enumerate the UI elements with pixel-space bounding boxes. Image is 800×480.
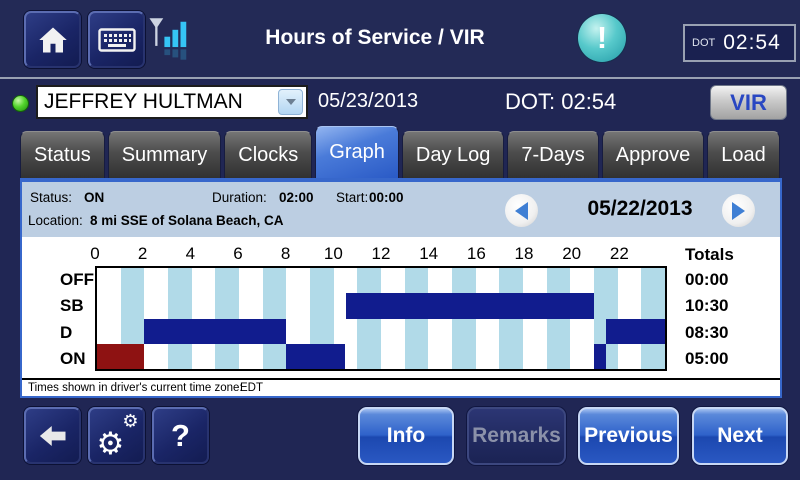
- content-panel: Status: ON Duration: 02:00 Start: 00:00 …: [20, 178, 782, 398]
- keyboard-button[interactable]: [88, 11, 145, 68]
- timezone-value: EDT: [240, 382, 263, 394]
- location-label: Location:: [28, 213, 83, 228]
- duty-segment-on[interactable]: [97, 343, 145, 369]
- help-button[interactable]: ?: [152, 407, 209, 464]
- row-label-d: D: [60, 322, 73, 342]
- gear-icon: ⚙ ⚙: [96, 410, 139, 462]
- total-sb: 10:30: [685, 296, 729, 316]
- x-axis-labels: 0 2 4 6 8 10 12 14 16 18 20 22: [90, 244, 667, 263]
- status-led: [12, 95, 29, 112]
- driver-row: JEFFREY HULTMAN 05/23/2013 DOT: 02:54 VI…: [0, 81, 800, 125]
- total-d: 08:30: [685, 322, 729, 342]
- graph-separator: [22, 378, 780, 380]
- duty-segment-d[interactable]: [144, 318, 287, 344]
- signal-strength-icon: [148, 16, 190, 67]
- tab-bar: Status Summary Clocks Graph Day Log 7-Days App…: [20, 126, 780, 178]
- remarks-button[interactable]: Remarks: [467, 407, 566, 465]
- x-tick-label: 16: [466, 244, 486, 263]
- x-tick-label: 12: [371, 244, 391, 263]
- dot-time-text: DOT: 02:54: [505, 89, 617, 114]
- x-tick-label: 10: [323, 244, 343, 263]
- arrow-left-icon: [515, 201, 528, 220]
- start-value: 00:00: [369, 190, 404, 205]
- tab-load[interactable]: Load: [707, 131, 780, 178]
- previous-day-button[interactable]: [505, 194, 538, 227]
- question-mark-icon: ?: [171, 417, 190, 453]
- total-on: 05:00: [685, 348, 729, 368]
- totals-header: Totals: [685, 245, 734, 264]
- tab-7-days[interactable]: 7-Days: [507, 131, 599, 178]
- x-tick-label: 4: [185, 244, 196, 263]
- keyboard-icon: [97, 27, 136, 52]
- hour-stripe: [404, 268, 429, 369]
- tab-clocks[interactable]: Clocks: [224, 131, 313, 178]
- total-off: 00:00: [685, 270, 729, 290]
- x-tick-label: 14: [419, 244, 439, 263]
- next-button[interactable]: Next: [692, 407, 788, 465]
- header-bar: Hours of Service / VIR ! DOT 02:54: [0, 0, 800, 79]
- timezone-note: Times shown in driver's current time zon…: [28, 382, 243, 394]
- x-tick-label: 18: [514, 244, 534, 263]
- location-value: 8 mi SSE of Solana Beach, CA: [90, 213, 284, 228]
- graph-date: 05/22/2013: [587, 197, 693, 220]
- dot-clock-label: DOT: [692, 37, 716, 49]
- tab-graph[interactable]: Graph: [315, 126, 399, 178]
- x-tick-label: 8: [280, 244, 291, 263]
- duty-segment-d[interactable]: [605, 318, 665, 344]
- arrow-left-icon: [39, 425, 65, 446]
- tab-summary[interactable]: Summary: [107, 131, 222, 178]
- driver-select-dropdown-button[interactable]: [278, 89, 303, 115]
- status-strip: Status: ON Duration: 02:00 Start: 00:00 …: [22, 182, 780, 237]
- x-tick-label: 22: [609, 244, 629, 263]
- x-tick-label: 6: [233, 244, 243, 263]
- x-tick-label: 2: [137, 244, 148, 263]
- hos-chart: [95, 266, 667, 371]
- row-label-on: ON: [60, 348, 86, 368]
- tab-approve[interactable]: Approve: [601, 131, 705, 178]
- hour-stripe: [452, 268, 476, 369]
- info-button[interactable]: Info: [358, 407, 454, 465]
- hour-stripe: [546, 268, 571, 369]
- hour-stripe: [499, 268, 523, 369]
- current-date: 05/23/2013: [318, 90, 419, 112]
- duty-segment-on[interactable]: [594, 343, 606, 369]
- alert-notification-button[interactable]: !: [578, 14, 626, 62]
- settings-button[interactable]: ⚙ ⚙: [88, 407, 145, 464]
- status-value: ON: [84, 190, 105, 205]
- driver-name: JEFFREY HULTMAN: [44, 90, 243, 113]
- duration-value: 02:00: [279, 190, 314, 205]
- status-label: Status:: [30, 190, 73, 205]
- start-label: Start:: [336, 190, 369, 205]
- dot-clock: DOT 02:54: [683, 24, 796, 62]
- dot-clock-time: 02:54: [723, 31, 781, 54]
- x-tick-label: 20: [562, 244, 582, 263]
- row-label-sb: SB: [60, 296, 84, 316]
- row-label-off: OFF: [60, 270, 94, 290]
- next-day-button[interactable]: [722, 194, 755, 227]
- arrow-right-icon: [732, 201, 745, 220]
- previous-button[interactable]: Previous: [578, 407, 679, 465]
- chevron-down-icon: [285, 99, 296, 105]
- back-button[interactable]: [24, 407, 81, 464]
- hour-stripe: [357, 268, 381, 369]
- duty-segment-sb[interactable]: [345, 293, 594, 319]
- exclamation-icon: !: [596, 20, 608, 55]
- driver-select[interactable]: JEFFREY HULTMAN: [36, 85, 308, 119]
- vir-button[interactable]: VIR: [710, 85, 787, 120]
- home-icon: [38, 27, 67, 52]
- duration-label: Duration:: [212, 190, 267, 205]
- duty-segment-on[interactable]: [286, 343, 346, 369]
- page-title: Hours of Service / VIR: [265, 26, 485, 49]
- home-button[interactable]: [24, 11, 81, 68]
- x-tick-label: 0: [90, 244, 100, 263]
- tab-status[interactable]: Status: [20, 131, 105, 178]
- tab-day-log[interactable]: Day Log: [401, 131, 505, 178]
